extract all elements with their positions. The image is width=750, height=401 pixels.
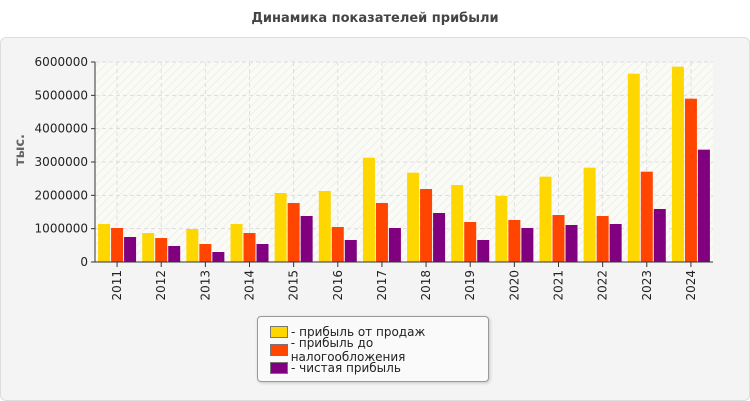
- bar: [583, 167, 596, 262]
- bar: [287, 203, 300, 262]
- bar: [230, 224, 243, 262]
- x-tick-label: 2011: [110, 270, 124, 301]
- bar: [495, 196, 508, 262]
- bar: [186, 229, 199, 262]
- y-tick-label: 0: [80, 255, 88, 269]
- legend-label: - чистая прибыль: [291, 361, 401, 375]
- bar: [433, 213, 446, 262]
- bar: [243, 233, 256, 262]
- y-tick-label: 1000000: [35, 222, 88, 236]
- x-tick-label: 2023: [640, 270, 654, 301]
- x-tick-label: 2022: [596, 270, 610, 301]
- bar: [300, 216, 313, 262]
- legend-label: - прибыль до налогообложения: [290, 336, 406, 364]
- legend-swatch: [270, 326, 288, 338]
- bar: [274, 193, 287, 262]
- bar: [521, 228, 534, 262]
- legend: - прибыль от продаж - прибыль до налогооб…: [257, 316, 489, 382]
- x-tick-label: 2016: [331, 270, 345, 301]
- bar: [684, 98, 697, 263]
- bar: [331, 227, 344, 262]
- bar: [697, 149, 710, 262]
- legend-label: - прибыль от продаж: [291, 325, 426, 339]
- bar: [362, 157, 375, 262]
- bar: [420, 189, 433, 262]
- legend-swatch: [270, 344, 288, 356]
- bar: [98, 224, 111, 262]
- bar: [212, 252, 225, 262]
- x-tick-label: 2024: [684, 270, 698, 301]
- bar: [627, 73, 640, 263]
- x-tick-label: 2021: [552, 270, 566, 301]
- chart-title: Динамика показателей прибыли: [251, 11, 499, 26]
- bar: [671, 66, 684, 263]
- y-tick-label: 5000000: [35, 88, 88, 102]
- bar: [451, 185, 464, 262]
- x-tick-label: 2015: [287, 270, 301, 301]
- x-tick-label: 2020: [507, 270, 521, 301]
- x-tick-label: 2012: [154, 270, 168, 301]
- bar: [256, 244, 269, 262]
- bar: [142, 233, 155, 262]
- bar: [464, 222, 477, 262]
- bar: [168, 246, 181, 262]
- legend-item[interactable]: - прибыль до налогообложения: [258, 336, 488, 364]
- y-tick-label: 3000000: [35, 155, 88, 169]
- y-tick-label: 4000000: [35, 122, 88, 136]
- bar: [596, 216, 609, 262]
- bar: [155, 238, 168, 262]
- y-axis-label: тыс.: [13, 134, 28, 166]
- x-tick-label: 2014: [243, 270, 257, 301]
- legend-swatch: [270, 362, 288, 374]
- y-tick-label: 2000000: [35, 188, 88, 202]
- legend-item[interactable]: - прибыль от продаж: [258, 323, 488, 341]
- bar: [388, 228, 401, 262]
- bar: [609, 224, 622, 262]
- bar: [539, 176, 552, 262]
- bar: [653, 209, 666, 262]
- bar: [477, 240, 490, 262]
- legend-item[interactable]: - чистая прибыль: [258, 359, 488, 377]
- bar: [318, 191, 331, 262]
- bar: [124, 237, 137, 262]
- bar: [407, 172, 420, 262]
- bar: [640, 171, 653, 262]
- bar: [199, 244, 212, 262]
- bar: [565, 225, 578, 262]
- bar: [111, 228, 124, 262]
- x-tick-label: 2018: [419, 270, 433, 301]
- bar: [508, 220, 521, 262]
- bar: [344, 240, 357, 262]
- bar: [375, 203, 388, 262]
- x-tick-label: 2019: [463, 270, 477, 301]
- bar: [552, 215, 565, 262]
- y-tick-label: 6000000: [35, 55, 88, 69]
- x-tick-label: 2017: [375, 270, 389, 301]
- x-tick-label: 2013: [198, 270, 212, 301]
